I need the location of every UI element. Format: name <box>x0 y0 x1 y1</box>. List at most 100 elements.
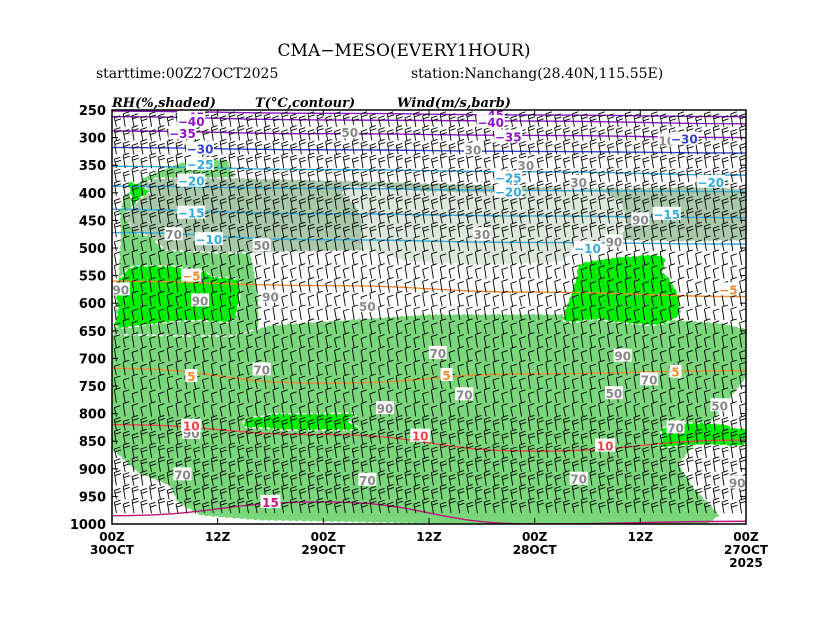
wind-barb <box>536 304 544 321</box>
wind-barb <box>483 263 491 279</box>
y-tick-label: 850 <box>79 435 106 450</box>
wind-barb <box>624 223 632 238</box>
wind-barb <box>210 474 219 486</box>
rh-label-box <box>428 345 447 359</box>
wind-barb <box>695 458 703 472</box>
wind-barb <box>422 225 430 238</box>
wind-barb <box>219 405 227 417</box>
wind-barb <box>193 345 200 362</box>
wind-barb <box>474 196 483 210</box>
wind-barb <box>254 152 263 169</box>
wind-barb <box>351 209 359 224</box>
wind-barb <box>237 196 245 210</box>
wind-barb <box>298 239 306 252</box>
wind-barb <box>413 483 421 500</box>
wind-barb <box>325 387 332 403</box>
wind-barb <box>695 499 703 514</box>
wind-barb <box>483 458 491 472</box>
wind-barb <box>430 304 438 321</box>
temp-label-box <box>168 126 197 140</box>
wind-barb <box>686 267 693 279</box>
wind-barb <box>439 182 447 196</box>
wind-barb <box>563 209 571 224</box>
wind-barb <box>149 235 156 252</box>
wind-barb <box>712 361 720 376</box>
wind-barb <box>228 265 236 279</box>
wind-barb <box>254 211 263 224</box>
wind-barb <box>439 472 447 486</box>
wind-barb <box>334 401 341 417</box>
wind-barb <box>615 446 624 459</box>
wind-barb <box>360 418 368 431</box>
wind-barb <box>501 278 508 293</box>
wind-barb <box>554 444 562 459</box>
wind-barb <box>668 387 676 403</box>
wind-barb <box>342 391 350 403</box>
wind-barb <box>527 196 536 210</box>
wind-barb <box>545 265 553 279</box>
wind-barb <box>342 225 351 238</box>
wind-barb <box>598 472 606 486</box>
wind-barb <box>166 375 174 390</box>
wind-barb <box>413 359 420 376</box>
wind-barb <box>210 349 218 362</box>
wind-barb <box>580 320 588 334</box>
wind-barb <box>492 347 500 362</box>
rh-label: 50 <box>606 387 623 401</box>
wind-barb <box>739 332 746 348</box>
rh-label: 50 <box>711 399 728 413</box>
wind-barb <box>290 196 298 210</box>
wind-barb <box>642 292 649 307</box>
wind-barb <box>254 377 262 390</box>
wind-barb <box>228 347 236 362</box>
wind-barb <box>615 458 624 472</box>
wind-barb <box>571 430 580 445</box>
wind-barb <box>430 416 439 431</box>
wind-barb <box>113 428 122 445</box>
wind-barb <box>642 280 649 293</box>
wind-barb <box>430 487 439 500</box>
wind-barb <box>228 111 236 127</box>
wind-barb <box>351 304 359 321</box>
wind-barb <box>439 276 447 293</box>
wind-barb <box>422 196 430 210</box>
wind-barb <box>598 294 605 307</box>
wind-barb <box>210 184 219 196</box>
wind-barb <box>501 267 508 279</box>
wind-barb <box>413 235 420 252</box>
wind-barb <box>378 180 386 196</box>
wind-barb <box>651 347 658 362</box>
rh-label-box <box>516 158 535 172</box>
wind-barb <box>633 349 641 362</box>
wind-barb <box>615 363 623 376</box>
wind-barb <box>536 239 544 252</box>
y-tick-label: 400 <box>79 187 106 202</box>
wind-barb <box>325 405 332 417</box>
wind-barb <box>140 363 147 376</box>
temp-label-box <box>440 367 453 381</box>
wind-barb <box>457 499 465 514</box>
wind-barb <box>457 221 465 238</box>
wind-barb <box>210 361 218 376</box>
wind-barb <box>686 166 694 183</box>
wind-barb <box>580 225 588 238</box>
wind-barb <box>334 430 342 445</box>
wind-barb <box>157 207 166 224</box>
wind-barb <box>721 156 729 169</box>
wind-barb <box>263 184 271 196</box>
wind-barb <box>501 349 508 362</box>
wind-barb <box>228 472 236 486</box>
wind-barb <box>334 389 341 403</box>
wind-barb <box>668 156 676 169</box>
wind-barb <box>246 168 254 183</box>
wind-barb <box>439 129 447 141</box>
wind-barb <box>157 373 165 390</box>
wind-barb <box>695 280 702 293</box>
wind-barb <box>202 377 209 390</box>
wind-barb <box>712 332 720 348</box>
wind-barb <box>712 290 720 307</box>
wind-barb <box>254 460 263 472</box>
wind-barb <box>290 184 298 196</box>
wind-barb <box>113 446 122 459</box>
wind-barb <box>316 361 324 376</box>
